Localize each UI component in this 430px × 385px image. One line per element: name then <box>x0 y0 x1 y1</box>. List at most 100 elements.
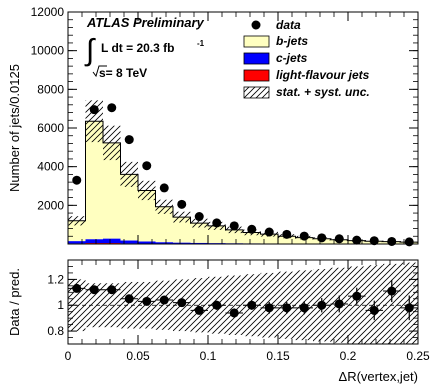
x-axis: 0 0.05 0.1 0.15 0.2 0.25 <box>65 260 430 363</box>
ratio-uncertainty-bin <box>225 275 243 335</box>
ratio-uncertainty-bin <box>120 281 138 329</box>
data-point <box>159 183 169 193</box>
data-point <box>404 237 414 247</box>
data-point <box>317 233 327 243</box>
uncertainty-bin <box>68 216 86 226</box>
y-tick-label: 0.8 <box>47 324 64 338</box>
ratio-point <box>352 291 362 301</box>
legend-data-marker <box>251 20 261 30</box>
x-tick-label: 0.2 <box>340 349 357 363</box>
y-axis-ratio: 0.8 1 1.2 <box>47 259 418 345</box>
y-axis-main: 2000 4000 6000 8000 10000 12000 <box>31 5 418 237</box>
bar-b-jets <box>138 190 156 242</box>
data-point <box>194 212 204 222</box>
data-point <box>124 135 134 145</box>
uncertainty-bin <box>103 125 121 161</box>
y-tick-label: 10000 <box>31 44 65 58</box>
ratio-point <box>387 286 397 296</box>
bar-b-jets <box>85 121 103 240</box>
x-tick-label: 0.05 <box>126 349 150 363</box>
uncertainty-bin <box>120 161 138 187</box>
legend-c-jets-label: c-jets <box>276 51 308 65</box>
data-point <box>177 199 187 209</box>
x-axis-title: ΔR(vertex,jet) <box>339 369 418 384</box>
bar-b-jets <box>173 217 191 243</box>
bar-c-jets <box>208 243 226 244</box>
ratio-uncertainty-bin <box>383 263 401 344</box>
y-tick-label: 8000 <box>37 82 64 96</box>
ratio-uncertainty-bin <box>190 278 208 333</box>
ratio-uncertainty-bin <box>85 283 103 328</box>
legend: data b-jets c-jets light-flavour jets st… <box>243 18 370 99</box>
ratio-point <box>212 300 222 310</box>
y-tick-label: 4000 <box>37 160 64 174</box>
uncertainty-bin <box>138 180 156 201</box>
bar-b-jets <box>103 142 121 239</box>
legend-entry-uncertainty: stat. + syst. unc. <box>243 85 370 99</box>
uncertainty-bin <box>155 199 173 214</box>
ratio-point <box>369 305 379 315</box>
uncertainty-bin <box>85 100 103 143</box>
y-axis-title-main: Number of jets/0.0125 <box>7 64 22 192</box>
data-point <box>89 105 99 115</box>
legend-b-jets-swatch <box>243 35 270 48</box>
data-point <box>247 224 257 234</box>
data-point <box>264 227 274 237</box>
bar-b-jets <box>243 232 261 244</box>
bar-c-jets <box>173 242 191 244</box>
x-axis-main-ticks <box>67 12 419 244</box>
legend-c-jets-swatch <box>243 52 270 65</box>
ratio-point <box>404 303 414 313</box>
data-point <box>72 175 82 185</box>
ratio-point <box>194 305 204 315</box>
ratio-points <box>68 279 418 321</box>
y-axis-title-ratio: Data / pred. <box>7 268 22 336</box>
ratio-point <box>317 300 327 310</box>
luminosity-label: ∫ L dt = 20.3 fb -1 <box>84 34 205 67</box>
ratio-uncertainty-band <box>68 262 418 344</box>
energy-label: s= 8 TeV <box>92 65 147 80</box>
legend-uncertainty-swatch <box>243 86 270 99</box>
legend-data-label: data <box>276 18 301 32</box>
ratio-point <box>89 285 99 295</box>
bar-b-jets <box>155 206 173 243</box>
legend-b-jets-label: b-jets <box>276 34 308 48</box>
sqrt-sign <box>92 65 107 78</box>
ratio-point <box>124 294 134 304</box>
data-point <box>107 103 117 113</box>
x-tick-label: 0.1 <box>200 349 217 363</box>
y-tick-label: 2000 <box>37 198 64 212</box>
bar-b-jets <box>295 237 313 244</box>
ratio-point <box>159 295 169 305</box>
y-tick-label: 12000 <box>31 5 65 19</box>
bar-b-jets <box>260 234 278 244</box>
ratio-point <box>72 283 82 293</box>
bar-c-jets <box>190 242 208 244</box>
y-tick-label: 1.2 <box>47 272 64 286</box>
data-point <box>142 161 152 171</box>
bar-c-jets <box>120 240 138 244</box>
bar-b-jets <box>208 225 226 244</box>
bar-b-jets <box>190 223 208 243</box>
integral-sign: ∫ <box>84 34 96 67</box>
x-tick-label: 0.15 <box>266 349 290 363</box>
data-point <box>299 231 309 241</box>
ratio-point <box>247 300 257 310</box>
ratio-panel: 0.8 1 1.2 0 0.05 0.1 0.15 0.2 0.25 <box>47 259 430 363</box>
lumi-text: L dt = 20.3 fb <box>101 41 174 55</box>
legend-entry-data: data <box>251 18 301 32</box>
uncertainty-bin <box>190 218 208 228</box>
ratio-point <box>334 299 344 309</box>
ratio-uncertainty-bin <box>155 280 173 330</box>
legend-entry-c-jets: c-jets <box>243 51 308 65</box>
data-point <box>352 235 362 245</box>
bar-b-jets <box>225 229 243 244</box>
data-point <box>334 234 344 244</box>
legend-light-jets-swatch <box>243 69 270 82</box>
x-tick-label: 0 <box>65 349 72 363</box>
y-tick-label: 6000 <box>37 121 64 135</box>
bar-b-jets <box>278 236 296 244</box>
ratio-point <box>299 303 309 313</box>
bar-c-jets <box>85 239 103 244</box>
ratio-point <box>264 303 274 313</box>
